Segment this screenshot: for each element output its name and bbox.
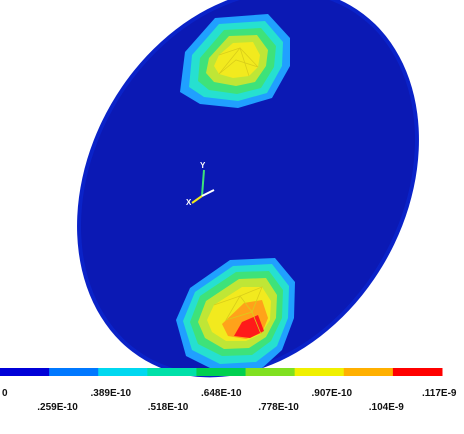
legend-swatch-4 [147, 368, 197, 376]
x-axis-line [201, 189, 215, 197]
legend-label-major-3: .648E-10 [201, 388, 242, 399]
legend-swatch-5 [196, 368, 247, 376]
legend-label-major-4: .907E-10 [312, 388, 353, 399]
legend-swatch-7 [294, 368, 345, 376]
z-axis-line [191, 195, 203, 204]
legend-label-minor-1: .259E-10 [37, 402, 78, 413]
legend-labels: 0 .389E-10 .648E-10 .907E-10 .117E-9 .259E-10… [2, 388, 457, 413]
legend-label-minor-4: .104E-9 [369, 402, 404, 413]
y-axis-line [201, 169, 205, 197]
legend-label-major-1: 0 [2, 388, 8, 399]
x-axis-label: X [186, 198, 192, 207]
legend-swatch-1 [0, 368, 50, 376]
legend-label-major-5: .117E-9 [422, 388, 457, 399]
coordinate-triad: Y X [186, 161, 215, 207]
legend-label-minor-3: .778E-10 [258, 402, 299, 413]
legend-swatches [0, 368, 443, 376]
upper-hotspot-mesh [218, 47, 259, 77]
upper-hotspot [180, 14, 290, 108]
legend-swatch-2 [49, 368, 99, 376]
lower-hotspot-mesh [213, 286, 263, 335]
legend-swatch-6 [245, 368, 296, 376]
legend-label-major-2: .389E-10 [91, 388, 132, 399]
disk-face [81, 0, 415, 374]
lower-hotspot-level-7 [234, 315, 264, 338]
lower-hotspot [176, 258, 295, 372]
legend-swatch-3 [98, 368, 148, 376]
legend-swatch-9 [392, 368, 443, 376]
y-axis-label: Y [200, 161, 206, 170]
legend-label-minor-2: .518E-10 [148, 402, 189, 413]
disk [77, 0, 419, 378]
color-legend: 0 .389E-10 .648E-10 .907E-10 .117E-9 .259E-10… [0, 368, 457, 413]
legend-swatch-8 [343, 368, 394, 376]
